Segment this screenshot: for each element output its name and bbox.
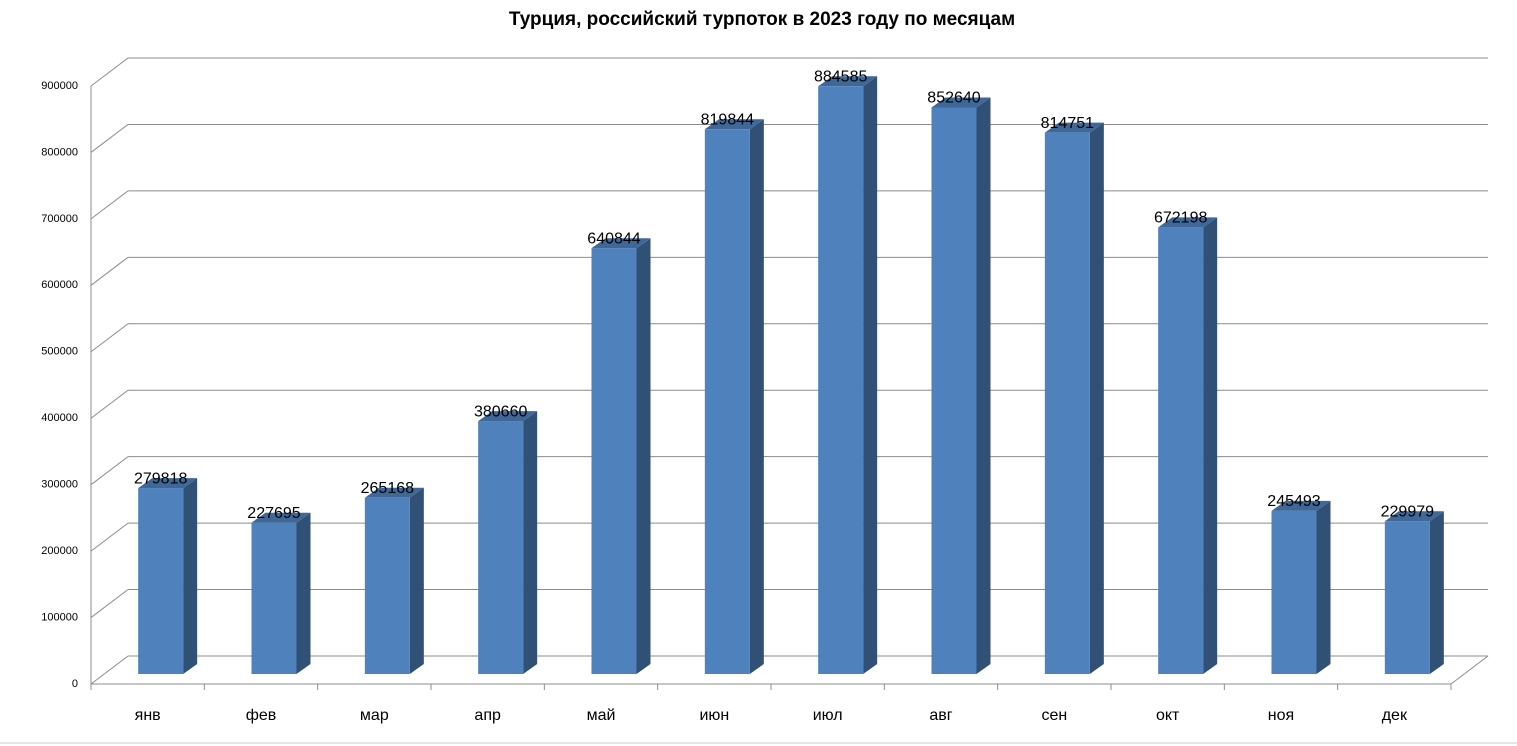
bar bbox=[251, 512, 311, 674]
bar-top bbox=[478, 411, 538, 422]
bar-front bbox=[591, 248, 637, 674]
bar-top bbox=[251, 512, 311, 523]
bar bbox=[364, 487, 424, 674]
y-tick-label: 700000 bbox=[41, 213, 78, 225]
value-label: 380660 bbox=[474, 403, 527, 420]
bar bbox=[1271, 500, 1331, 674]
value-label: 672198 bbox=[1154, 210, 1207, 227]
bar-top bbox=[818, 76, 878, 87]
bar-side bbox=[409, 487, 424, 674]
x-tick-label: сен bbox=[1041, 707, 1067, 724]
y-tick-label: 200000 bbox=[41, 545, 78, 557]
y-tick-label: 100000 bbox=[41, 611, 78, 623]
y-tick-label: 600000 bbox=[41, 279, 78, 291]
bar bbox=[931, 97, 991, 675]
bar-front bbox=[478, 421, 524, 674]
bar-side bbox=[1089, 122, 1104, 674]
x-tick-label: мар bbox=[360, 707, 389, 724]
bar-front bbox=[818, 86, 864, 674]
bar bbox=[478, 411, 538, 674]
bar-top bbox=[931, 97, 991, 108]
x-tick-label: июн bbox=[699, 707, 729, 724]
y-tick-label: 400000 bbox=[41, 412, 78, 424]
bar bbox=[704, 119, 764, 674]
grid-line bbox=[90, 124, 129, 153]
y-tick-label: 0 bbox=[72, 678, 78, 690]
bar bbox=[138, 478, 198, 674]
y-tick-label: 500000 bbox=[41, 346, 78, 358]
bar-top bbox=[1044, 122, 1104, 133]
value-label: 229979 bbox=[1381, 503, 1434, 520]
bar-top bbox=[138, 478, 198, 489]
x-tick-label: май bbox=[587, 707, 616, 724]
bar-side bbox=[1203, 217, 1218, 675]
chart-title: Турция, российский турпоток в 2023 году … bbox=[509, 9, 1015, 30]
grid-line bbox=[90, 456, 129, 486]
bar-side bbox=[296, 512, 311, 674]
bar-top bbox=[591, 238, 651, 249]
bar-front bbox=[1044, 132, 1090, 675]
value-label: 819844 bbox=[701, 111, 754, 128]
grid-line bbox=[90, 389, 129, 419]
bar-top bbox=[704, 119, 764, 130]
value-label: 279818 bbox=[134, 470, 187, 487]
bar-side bbox=[749, 119, 764, 674]
bar bbox=[1044, 122, 1104, 675]
grid-line bbox=[90, 522, 129, 552]
y-tick-label: 900000 bbox=[41, 80, 78, 92]
x-tick-label: апр bbox=[474, 707, 501, 724]
grid-line bbox=[90, 57, 129, 87]
bar-side bbox=[1429, 511, 1444, 674]
x-tick-label: фев bbox=[246, 707, 277, 724]
x-tick-label: окт bbox=[1156, 707, 1180, 724]
y-tick-label: 300000 bbox=[41, 479, 78, 491]
grid-line bbox=[90, 190, 129, 220]
bar-top bbox=[1271, 500, 1331, 511]
bar bbox=[1158, 217, 1218, 675]
x-tick-label: янв bbox=[135, 707, 161, 724]
bar-side bbox=[183, 478, 198, 674]
bar-front bbox=[1271, 510, 1317, 674]
bar bbox=[818, 76, 878, 674]
y-tick-label: 800000 bbox=[41, 146, 78, 158]
bar-front bbox=[931, 107, 977, 675]
value-label: 814751 bbox=[1041, 115, 1094, 132]
x-tick-label: июл bbox=[813, 707, 843, 724]
bar-side bbox=[636, 238, 651, 674]
bar-front bbox=[364, 497, 410, 674]
grid-line bbox=[90, 256, 129, 286]
value-label: 227695 bbox=[247, 505, 300, 522]
bar-side bbox=[1316, 500, 1331, 674]
bar-side bbox=[523, 411, 538, 674]
bar bbox=[1384, 511, 1444, 674]
grid-line bbox=[90, 323, 129, 353]
x-tick-label: ноя bbox=[1268, 707, 1294, 724]
value-label: 265168 bbox=[361, 480, 414, 497]
bar-top bbox=[1158, 217, 1218, 228]
bar-front bbox=[138, 488, 184, 674]
x-tick-label: дек bbox=[1382, 707, 1408, 724]
floor-edge bbox=[1450, 655, 1489, 685]
bar-front bbox=[251, 522, 297, 674]
x-tick-label: авг bbox=[929, 707, 952, 724]
bar-top bbox=[1384, 511, 1444, 522]
value-label: 852640 bbox=[927, 90, 980, 107]
grid-line bbox=[90, 655, 129, 685]
value-label: 640844 bbox=[587, 230, 640, 247]
bar-front bbox=[704, 129, 750, 674]
bar-front bbox=[1384, 521, 1430, 674]
value-label: 884585 bbox=[814, 68, 867, 85]
value-label: 245493 bbox=[1267, 493, 1320, 510]
bar-front bbox=[1158, 227, 1204, 675]
bar-top bbox=[364, 487, 424, 498]
bar-side bbox=[863, 76, 878, 674]
bar-side bbox=[976, 97, 991, 675]
bar bbox=[591, 238, 651, 674]
grid-line bbox=[90, 589, 129, 618]
